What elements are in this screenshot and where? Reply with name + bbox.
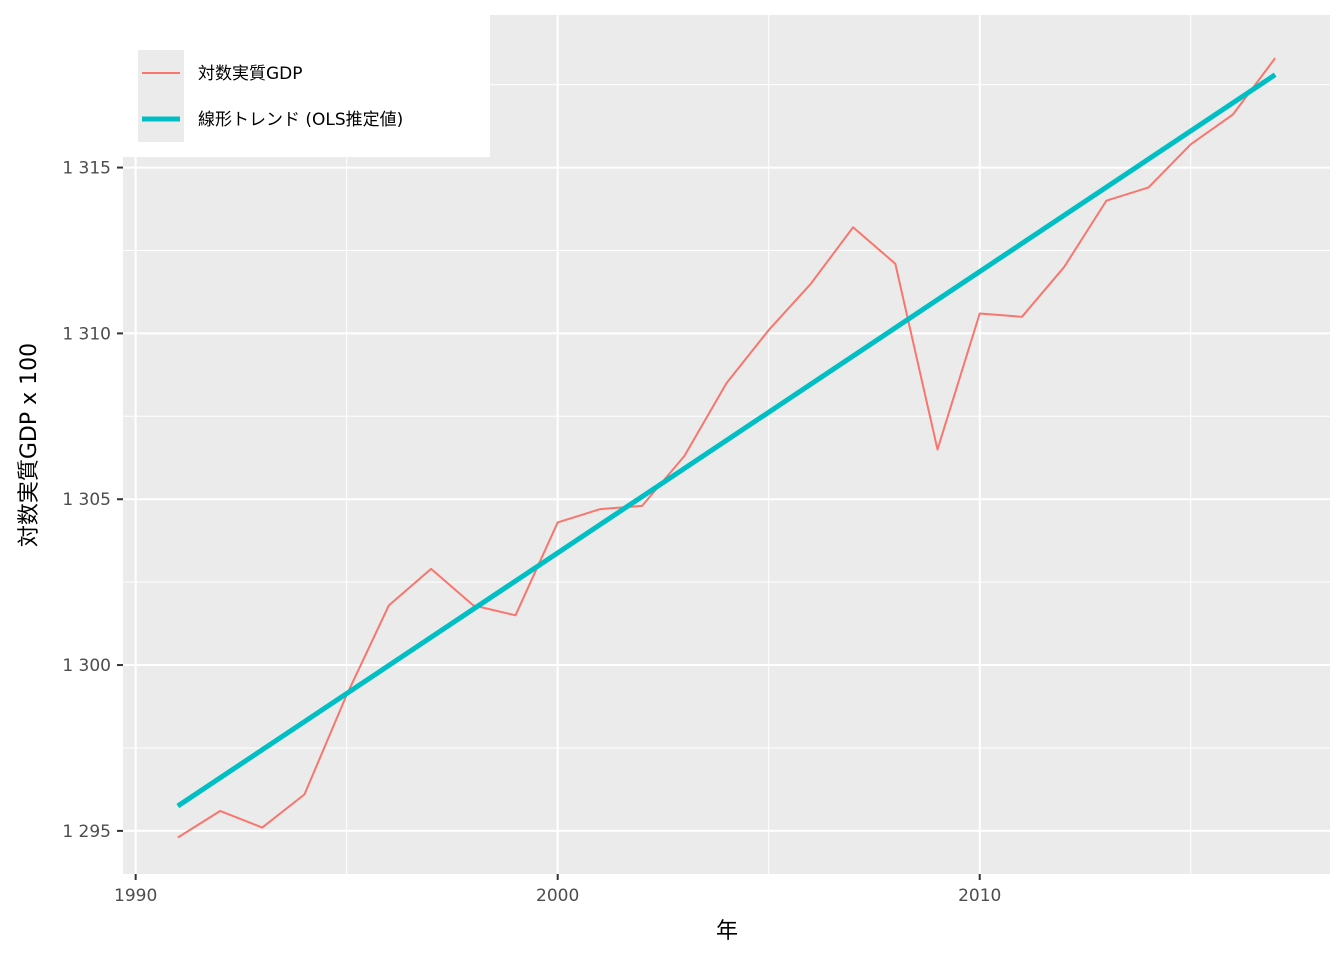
series-line-linear-trend xyxy=(176,72,1277,809)
x-axis-title: 年 xyxy=(716,919,738,944)
y-tick-label: 1 315 xyxy=(62,159,111,179)
legend-box xyxy=(123,15,490,157)
x-tick-label: 2010 xyxy=(958,886,1001,906)
y-axis: 1 295 1 300 1 305 1 310 1 315 xyxy=(62,159,123,842)
y-tick-label: 1 295 xyxy=(62,822,111,842)
plot-panel xyxy=(123,15,1330,874)
legend-label-trend: 線形トレンド (OLS推定値) xyxy=(198,110,403,130)
y-tick-label: 1 305 xyxy=(62,490,111,510)
series-line-log-real-gdp xyxy=(177,57,1276,839)
x-tick-label: 2000 xyxy=(536,886,579,906)
y-axis-title: 対数実質GDP x 100 xyxy=(17,343,42,547)
x-tick-label: 1990 xyxy=(114,886,157,906)
legend-label-gdp: 対数実質GDP xyxy=(198,64,303,84)
legend: 対数実質GDP 線形トレンド (OLS推定値) xyxy=(123,15,490,157)
series-layer xyxy=(176,57,1277,839)
y-tick-label: 1 310 xyxy=(62,324,111,344)
x-axis: 1990 2000 2010 xyxy=(114,874,1001,906)
major-gridlines xyxy=(123,15,1330,874)
y-tick-label: 1 300 xyxy=(62,656,111,676)
